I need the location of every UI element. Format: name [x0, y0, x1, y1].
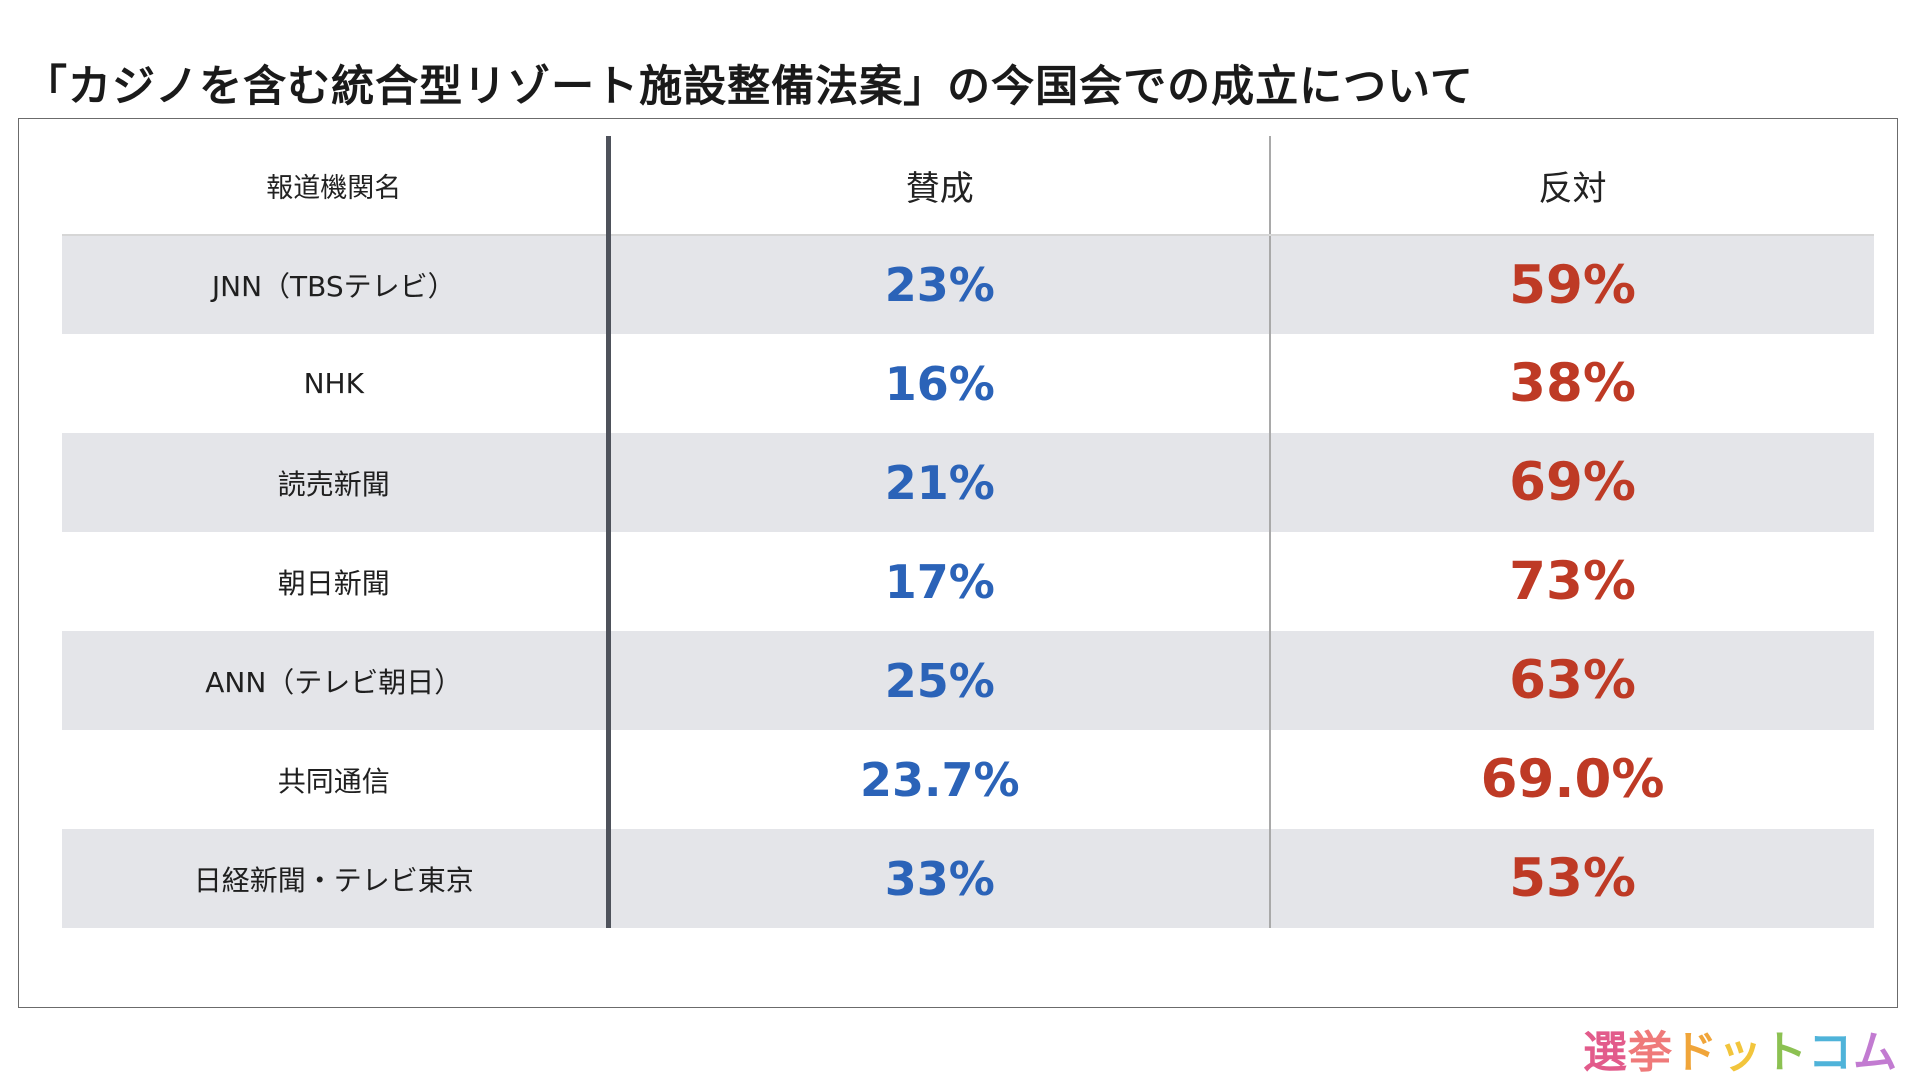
- organization-cell: 日経新聞・テレビ東京: [62, 829, 611, 928]
- table-frame: [18, 118, 1898, 1008]
- logo-char: ム: [1853, 1027, 1898, 1078]
- organization-cell: 共同通信: [62, 730, 611, 829]
- logo-char: ト: [1763, 1027, 1808, 1078]
- organization-cell: JNN（TBSテレビ）: [62, 235, 611, 334]
- table-row: 共同通信 23.7% 69.0%: [62, 730, 1874, 829]
- table-row: 読売新聞 21% 69%: [62, 433, 1874, 532]
- approve-value: 33%: [608, 829, 1271, 928]
- approve-value: 23%: [608, 235, 1271, 334]
- oppose-value: 69.0%: [1480, 749, 1665, 810]
- table-row: ANN（テレビ朝日） 25% 63%: [62, 631, 1874, 730]
- approve-value: 17%: [608, 532, 1271, 631]
- organization-cell: ANN（テレビ朝日）: [62, 631, 611, 730]
- poll-results-table: 報道機関名 賛成 反対 JNN（TBSテレビ） 23% 59% NHK 16% 38% 読売…: [62, 136, 1874, 928]
- logo-char: コ: [1808, 1027, 1853, 1078]
- header-row: 報道機関名 賛成 反対: [62, 136, 1874, 236]
- site-logo: 選挙ドットコム: [1583, 1016, 1898, 1080]
- column-header-organization: 報道機関名: [62, 136, 611, 236]
- logo-char: 選: [1583, 1027, 1628, 1078]
- table-row: JNN（TBSテレビ） 23% 59%: [62, 235, 1874, 334]
- column-header-oppose: 反対: [1270, 136, 1874, 236]
- approve-value: 23.7%: [608, 730, 1271, 829]
- oppose-value: 73%: [1509, 551, 1636, 612]
- oppose-value: 38%: [1509, 353, 1636, 414]
- organization-cell: NHK: [62, 334, 611, 433]
- organization-cell: 朝日新聞: [62, 532, 611, 631]
- oppose-value: 69%: [1270, 433, 1874, 532]
- table-row: 朝日新聞 17% 73%: [62, 532, 1874, 631]
- logo-char: 挙: [1628, 1027, 1673, 1078]
- column-header-approve: 賛成: [608, 136, 1271, 236]
- oppose-value: 63%: [1270, 631, 1874, 730]
- page-title: 「カジノを含む統合型リゾート施設整備法案」の今国会での成立について: [24, 62, 1474, 112]
- logo-char: ッ: [1718, 1027, 1763, 1078]
- approve-value: 25%: [608, 631, 1271, 730]
- approve-value: 16%: [608, 334, 1271, 433]
- approve-value: 21%: [608, 433, 1271, 532]
- table-row: NHK 16% 38%: [62, 334, 1874, 433]
- logo-char: ド: [1673, 1027, 1718, 1078]
- oppose-value: 59%: [1270, 235, 1874, 334]
- table-body: JNN（TBSテレビ） 23% 59% NHK 16% 38% 読売新聞 21% 69% 朝日新聞…: [62, 235, 1874, 928]
- organization-cell: 読売新聞: [62, 433, 611, 532]
- oppose-value: 53%: [1270, 829, 1874, 928]
- table-row: 日経新聞・テレビ東京 33% 53%: [62, 829, 1874, 928]
